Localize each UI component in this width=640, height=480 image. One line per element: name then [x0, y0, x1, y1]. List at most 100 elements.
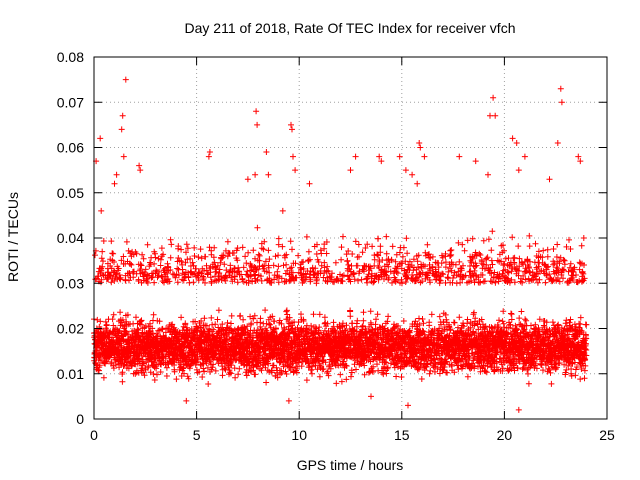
roti-point: [456, 153, 463, 160]
roti-point: [368, 393, 374, 400]
roti-point: [118, 126, 125, 133]
roti-points-hour-22: [542, 241, 569, 387]
roti-points-hour-16: [419, 241, 446, 377]
tick-labels: 0 0.01 0.02 0.03 0.04 0.05 0.06 0.07 0.08 0 5 10 15 2…: [57, 49, 615, 443]
roti-points-hour-19: [480, 228, 508, 376]
roti-points-hour-3: [152, 236, 179, 379]
roti-points-hour-7: [234, 224, 262, 379]
roti-point: [205, 153, 212, 160]
y-tick-label: 0.03: [57, 275, 84, 291]
roti-point: [279, 207, 286, 214]
roti-point: [254, 121, 261, 128]
roti-points-hour-17: [439, 239, 467, 376]
roti-points-hour-10: [296, 233, 323, 384]
x-tick-label: 10: [291, 427, 307, 443]
roti-point: [405, 402, 411, 409]
roti-point: [409, 171, 416, 178]
roti-points-hour-1: [111, 238, 138, 385]
y-axis-label: ROTI / TECUs: [5, 192, 21, 282]
y-tick-label: 0.05: [57, 185, 84, 201]
roti-point: [557, 85, 564, 92]
roti-point: [285, 397, 292, 404]
x-axis-label: GPS time / hours: [297, 457, 404, 473]
axis-ticks: [93, 56, 608, 420]
roti-point: [513, 140, 520, 146]
roti-point: [352, 153, 359, 160]
roti-point: [554, 140, 561, 146]
roti-point: [396, 153, 403, 160]
y-tick-label: 0: [76, 411, 84, 427]
roti-point: [515, 167, 522, 174]
roti-point: [378, 158, 385, 165]
roti-point: [289, 126, 295, 133]
x-tick-label: 0: [90, 427, 98, 443]
roti-point: [490, 94, 497, 101]
roti-point: [521, 153, 528, 160]
roti-point: [509, 135, 516, 142]
roti-points-hour-14: [378, 233, 405, 380]
roti-point: [546, 176, 553, 183]
roti-point: [487, 112, 493, 119]
y-tick-label: 0.06: [57, 140, 84, 156]
roti-point: [492, 112, 499, 119]
roti-point: [244, 176, 251, 183]
roti-point: [402, 167, 409, 174]
roti-point: [253, 108, 260, 115]
roti-point: [98, 207, 105, 214]
data-points: [91, 76, 590, 413]
roti-points-hour-8: [255, 238, 282, 386]
y-tick-label: 0.04: [57, 230, 84, 246]
x-tick-label: 25: [599, 427, 615, 443]
roti-point: [206, 149, 213, 155]
roti-points-hour-6: [214, 238, 241, 381]
roti-points-hour-21: [522, 232, 549, 387]
roti-point: [472, 158, 479, 165]
roti-point: [416, 140, 423, 146]
y-tick-label: 0.07: [57, 94, 84, 110]
y-tick-label: 0.02: [57, 321, 84, 337]
roti-point: [306, 180, 313, 187]
roti-point: [575, 153, 582, 160]
roti-point: [290, 153, 296, 160]
roti-point: [515, 406, 522, 413]
roti-point: [113, 171, 120, 178]
roti-points-hour-15: [398, 235, 426, 382]
roti-point: [97, 135, 104, 142]
roti-points-hour-20: [501, 234, 528, 374]
roti-point: [417, 144, 424, 151]
roti-points-hour-18: [460, 235, 487, 380]
roti-point: [265, 171, 272, 178]
roti-points-hour-23: [563, 235, 590, 383]
roti-points-hour-11: [316, 239, 344, 387]
roti-points-hour-4: [173, 241, 200, 383]
roti-point: [263, 149, 270, 155]
roti-points-hour-5: [193, 244, 221, 387]
chart-title: Day 211 of 2018, Rate Of TEC Index for r…: [185, 20, 516, 36]
roti-point: [577, 158, 584, 165]
y-tick-label: 0.08: [57, 49, 84, 65]
roti-point: [421, 153, 428, 160]
roti-point: [292, 167, 299, 174]
roti-point: [347, 167, 354, 174]
x-tick-label: 5: [193, 427, 201, 443]
roti-point: [119, 112, 126, 119]
roti-point: [376, 153, 383, 160]
roti-point: [252, 171, 259, 178]
x-tick-label: 20: [497, 427, 513, 443]
y-tick-label: 0.01: [57, 366, 84, 382]
roti-point: [137, 167, 144, 174]
roti-point: [183, 397, 190, 404]
roti-point: [288, 121, 294, 128]
roti-point: [136, 162, 143, 169]
roti-point: [414, 180, 421, 187]
roti-point: [558, 99, 565, 106]
roti-point: [122, 76, 129, 83]
roti-points-hour-19: [501, 260, 508, 267]
roti-point: [485, 171, 491, 178]
roti-point: [111, 180, 118, 187]
roti-point: [120, 153, 127, 160]
roti-points-hour-9: [275, 235, 303, 378]
x-tick-label: 15: [394, 427, 410, 443]
roti-points-hour-2: [132, 241, 159, 383]
